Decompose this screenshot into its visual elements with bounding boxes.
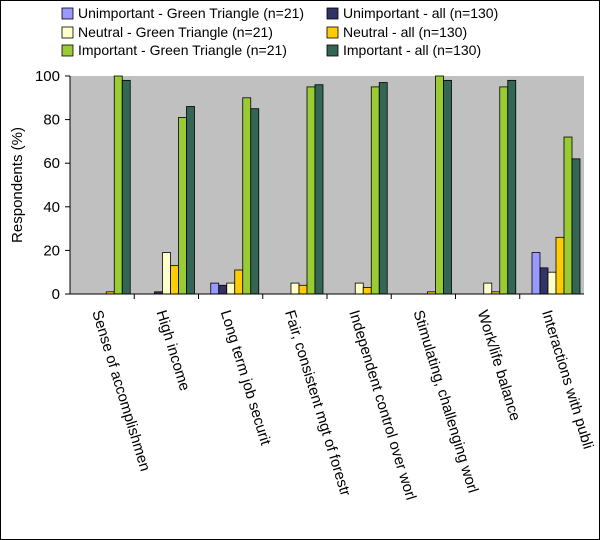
x-category-label: Interactions with publi — [538, 308, 596, 451]
axes — [65, 75, 584, 299]
bar-6-5 — [378, 82, 388, 295]
bars — [105, 75, 581, 295]
x-category-label: Sense of accomplishmen — [88, 308, 153, 473]
bar-5-4 — [306, 86, 316, 295]
y-tick-label: 40 — [43, 199, 60, 216]
bar-1-3 — [210, 282, 220, 295]
legend-swatch — [326, 7, 339, 20]
bar-4-3 — [234, 269, 244, 295]
bar-6-2 — [186, 106, 195, 295]
legend-label: Important - Green Triangle (n=21) — [78, 42, 287, 58]
legend-swatch — [61, 7, 74, 20]
legend-label: Neutral - all (n=130) — [343, 24, 467, 40]
y-tick-labels: 0 20 40 60 80 100 — [35, 68, 60, 303]
legend: Unimportant - Green Triangle (n=21) Unimp… — [61, 5, 498, 58]
bar-5-7 — [499, 86, 509, 295]
y-tick-label: 20 — [43, 242, 60, 259]
bar-6-4 — [314, 84, 324, 295]
bar-4-8 — [555, 236, 565, 295]
bar-2-3 — [218, 284, 228, 295]
x-category-label: Work/life balance — [474, 308, 524, 423]
x-category-label: High income — [153, 308, 194, 393]
y-axis-title: Respondents (%) — [9, 127, 26, 243]
bar-4-4 — [298, 284, 308, 295]
bar-5-5 — [370, 86, 380, 295]
bar-3-3 — [226, 282, 236, 295]
bar-5-1 — [113, 75, 123, 295]
legend-label: Neutral - Green Triangle (n=21) — [78, 24, 273, 40]
bar-3-5 — [354, 282, 364, 295]
bar-4-5 — [362, 287, 372, 295]
bar-3-4 — [290, 282, 300, 295]
bar-3-7 — [483, 282, 493, 295]
bar-6-8 — [571, 158, 581, 295]
x-category-label: Fair, consistent mgt of forestr — [281, 308, 354, 498]
x-category-label: Independent control over worl — [345, 308, 419, 502]
bar-3-2 — [162, 252, 171, 295]
y-tick-label: 0 — [52, 286, 60, 303]
legend-swatch — [61, 26, 74, 39]
y-tick-label: 100 — [35, 68, 60, 85]
legend-label: Unimportant - all (n=130) — [343, 5, 498, 21]
bar-6-7 — [507, 79, 517, 295]
legend-swatch — [61, 44, 74, 57]
x-category-label: Stimulating, challenging worl — [410, 308, 482, 495]
y-tick-label: 80 — [43, 112, 60, 129]
legend-label: Unimportant - Green Triangle (n=21) — [78, 5, 304, 21]
bar-6-3 — [250, 108, 260, 295]
bar-5-2 — [178, 117, 187, 295]
x-category-label: Long term job securit — [217, 308, 274, 448]
bar-5-8 — [563, 136, 573, 295]
legend-swatch — [326, 26, 339, 39]
bar-5-3 — [242, 97, 252, 295]
bar-5-6 — [435, 75, 444, 295]
legend-label: Important - all (n=130) — [343, 42, 481, 58]
bar-6-6 — [443, 79, 452, 295]
bar-1-8 — [531, 252, 541, 295]
y-tick-label: 60 — [43, 155, 60, 172]
plot-area — [70, 76, 584, 294]
bar-2-8 — [539, 267, 549, 295]
bar-6-1 — [121, 79, 131, 295]
bar-3-8 — [547, 271, 557, 295]
bar-4-2 — [170, 265, 179, 295]
legend-swatch — [326, 44, 339, 57]
